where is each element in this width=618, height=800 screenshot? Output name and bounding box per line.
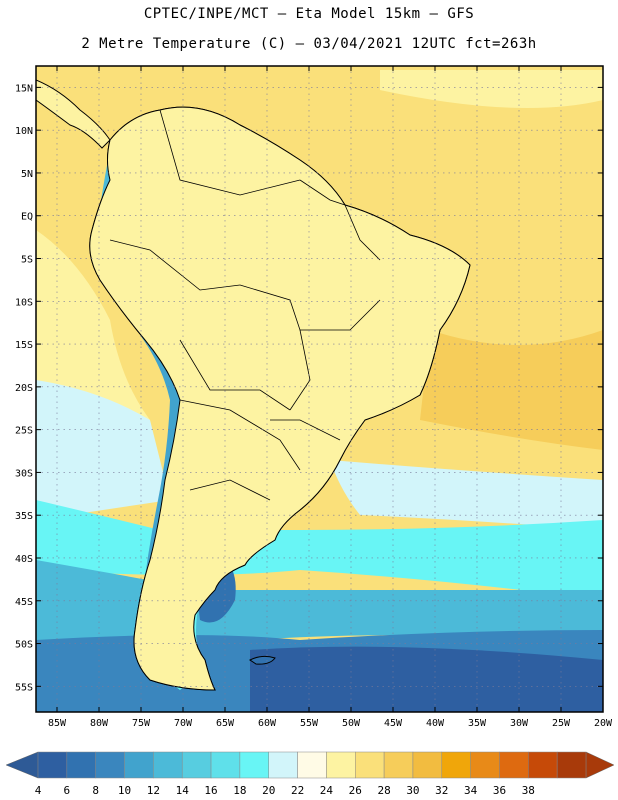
ocean-deep-cold-band (250, 646, 603, 712)
lon-label: 35W (468, 718, 487, 729)
longitude-labels: 85W 80W 75W 70W 65W 60W 55W 50W 45W 40W 35W 30W 25W 2… (48, 718, 613, 729)
ocean-warm-patch (380, 70, 603, 108)
lat-label: 40S (15, 554, 33, 565)
colorbar-swatch (268, 751, 298, 779)
temperature-map: 15N 10N 5N EQ 5S 10S 15S 20S 25S 30S 35S 40S 45S 50S 5… (15, 65, 613, 729)
colorbar-low-arrow (5, 751, 39, 779)
lat-label: 45S (15, 597, 33, 608)
falkland-islands (249, 655, 276, 665)
colorbar-label: 6 (64, 784, 71, 797)
lat-label: 20S (15, 383, 33, 394)
ocean-hot-band (420, 330, 603, 450)
lon-label: 25W (552, 718, 571, 729)
lon-label: 65W (216, 718, 235, 729)
ocean-mild-west (36, 380, 170, 520)
colorbar-label: 12 (147, 784, 160, 797)
lon-label: 45W (384, 718, 403, 729)
colorbar-label: 34 (464, 784, 478, 797)
lon-label: 85W (48, 718, 67, 729)
colorbar-label: 8 (92, 784, 99, 797)
latitude-labels: 15N 10N 5N EQ 5S 10S 15S 20S 25S 30S 35S 40S 45S 50S 5… (15, 83, 33, 693)
colorbar-label: 26 (349, 784, 362, 797)
colorbar-label: 22 (291, 784, 304, 797)
lon-label: 50W (342, 718, 361, 729)
lon-label: 55W (300, 718, 319, 729)
map-title-line1: CPTEC/INPE/MCT – Eta Model 15km – GFS (143, 6, 475, 22)
colorbar-label: 28 (377, 784, 390, 797)
colorbar-high-arrow (585, 751, 615, 779)
lat-label: 10N (15, 126, 33, 137)
colorbar-swatch (239, 751, 269, 779)
lon-label: 40W (426, 718, 445, 729)
lat-label: 15S (15, 340, 33, 351)
colorbar-label: 32 (435, 784, 448, 797)
lat-label: 15N (15, 83, 33, 94)
colorbar-label: 16 (204, 784, 217, 797)
lat-label: 5N (21, 169, 33, 180)
colorbar-swatch (499, 751, 529, 779)
lat-label: 30S (15, 468, 33, 479)
colorbar-swatch (153, 751, 183, 779)
colorbar-label: 14 (176, 784, 190, 797)
colorbar-swatch (412, 751, 443, 779)
colorbar-swatch (355, 751, 385, 779)
colorbar-swatch (66, 751, 96, 779)
colorbar-label: 20 (262, 784, 275, 797)
central-america-landmass (36, 79, 111, 149)
colorbar-label: 36 (493, 784, 506, 797)
country-borders (109, 109, 381, 501)
lon-label: 75W (132, 718, 151, 729)
colorbar-swatch (528, 751, 558, 779)
graticule (36, 66, 603, 712)
colorbar-swatch (210, 751, 241, 779)
colorbar-swatch (124, 751, 154, 779)
ocean-tropical-band (36, 66, 603, 300)
colorbar: 4 6 8 10 12 14 16 18 20 22 24 26 28 30 32 34 36 38 (5, 751, 615, 797)
lon-label: 80W (90, 718, 109, 729)
lat-label: 5S (21, 255, 33, 266)
lon-label: 30W (510, 718, 529, 729)
lat-label: 50S (15, 640, 33, 651)
map-frame (35, 65, 604, 713)
colorbar-swatch (556, 751, 587, 779)
colorbar-swatch (326, 751, 356, 779)
lat-label: 55S (15, 682, 33, 693)
colorbar-swatch (95, 751, 125, 779)
colorbar-label: 30 (406, 784, 419, 797)
colorbar-label: 4 (35, 784, 42, 797)
lat-label: 25S (15, 426, 33, 437)
colorbar-swatch (383, 751, 414, 779)
lat-label: 10S (15, 297, 33, 308)
colorbar-label: 38 (522, 784, 535, 797)
colorbar-swatch (37, 751, 68, 779)
ocean-mild-band (330, 460, 603, 530)
colorbar-swatch (181, 751, 212, 779)
axis-ticks (36, 66, 604, 712)
map-title-line2: 2 Metre Temperature (C) – 03/04/2021 12U… (81, 36, 537, 52)
lon-label: 20W (594, 718, 613, 729)
colorbar-swatch (441, 751, 471, 779)
colorbar-label: 24 (320, 784, 334, 797)
ocean-cool-band (36, 500, 603, 600)
colorbar-label: 10 (118, 784, 131, 797)
lat-label: 35S (15, 511, 33, 522)
colorbar-swatch (470, 751, 500, 779)
lat-label: EQ (21, 212, 33, 223)
colorbar-label: 18 (233, 784, 246, 797)
lon-label: 60W (258, 718, 277, 729)
lon-label: 70W (174, 718, 193, 729)
colorbar-swatch (297, 751, 327, 779)
